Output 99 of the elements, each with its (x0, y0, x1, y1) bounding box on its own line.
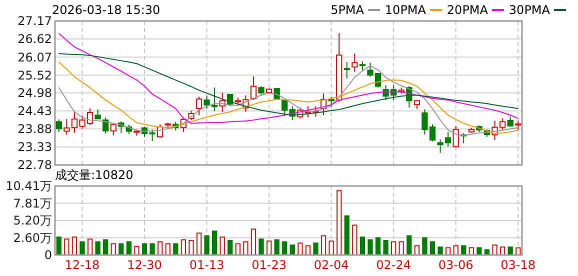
bar (430, 241, 436, 256)
bar (188, 240, 194, 256)
bar (103, 239, 108, 256)
bar (165, 243, 170, 256)
x-tick-label: 03-18 (500, 258, 536, 272)
bar (95, 241, 100, 256)
bar (422, 237, 428, 256)
chart-title: 成交量:10820 (55, 168, 134, 182)
x-tick-label: 02-24 (376, 258, 412, 272)
bar (56, 236, 62, 256)
bar (158, 241, 163, 256)
bar (80, 241, 85, 256)
x-tick-label: 02-04 (314, 258, 349, 272)
legend-label: 10PMA (384, 3, 427, 17)
bar (445, 247, 451, 256)
bar (453, 245, 458, 256)
candlestick (196, 96, 202, 116)
candlestick (452, 125, 459, 148)
candlestick (328, 96, 334, 108)
bar (118, 243, 124, 256)
y-tick-label: 24.98 (18, 86, 52, 100)
bar (368, 239, 373, 256)
bar (282, 241, 288, 256)
bar (180, 239, 186, 256)
y-tick-label: 26.07 (18, 50, 52, 64)
bar (150, 243, 155, 256)
legend-label: 20PMA (446, 3, 489, 17)
y-tick-label: 27.17 (18, 14, 52, 28)
bar (375, 237, 381, 256)
legend-label: 30PMA (508, 3, 551, 17)
x-tick-label: 01-13 (189, 258, 224, 272)
bar (328, 240, 334, 256)
bar (476, 247, 482, 256)
bar (320, 235, 326, 256)
bar (235, 243, 240, 256)
y-tick-label: 23.88 (18, 122, 52, 136)
x-tick-label: 12-30 (127, 258, 162, 272)
bar (110, 243, 116, 256)
bar (220, 236, 225, 256)
line-series (58, 52, 519, 116)
bar (461, 245, 466, 256)
x-tick-label: 12-18 (64, 258, 100, 272)
bar (305, 245, 311, 256)
x-tick-label: 03-06 (438, 258, 474, 272)
y-tick-label: 22.78 (18, 158, 52, 172)
bar (468, 247, 474, 256)
y-tick-label: 2.60万 (13, 230, 52, 245)
candlestick (56, 118, 62, 132)
bar (142, 243, 148, 256)
bar (298, 242, 303, 256)
chart-title: 2026-03-18 15:30 (52, 3, 160, 17)
candlestick (102, 116, 109, 134)
x-tick-label: 01-23 (252, 258, 286, 272)
legend-label: 5PMA (330, 3, 365, 17)
bar (344, 215, 350, 256)
y-tick-label: 7.81万 (13, 196, 52, 210)
bar (313, 242, 318, 256)
bar (274, 239, 280, 256)
candlestick (352, 52, 358, 72)
candlestick (94, 109, 101, 120)
bar (243, 241, 248, 256)
bar (290, 244, 295, 256)
bar (212, 230, 218, 256)
y-tick-label: 0 (44, 248, 52, 262)
bar (173, 243, 178, 256)
bar (383, 240, 388, 256)
candlestick (250, 76, 257, 101)
bar (360, 236, 366, 256)
candlestick (282, 100, 288, 117)
bar (72, 236, 78, 256)
y-tick-label: 26.62 (18, 32, 52, 46)
bar (406, 235, 412, 256)
bar (414, 245, 420, 256)
bar (87, 238, 93, 256)
candlestick (344, 62, 350, 79)
bar (204, 235, 210, 256)
bar (336, 190, 342, 256)
candlestick (64, 118, 70, 136)
y-tick-label: 5.20万 (13, 214, 52, 228)
bar (352, 224, 358, 256)
bar (126, 241, 132, 256)
bar (391, 241, 396, 256)
candlestick (515, 120, 522, 131)
bar (258, 238, 264, 256)
bar (228, 240, 233, 256)
bar (492, 244, 498, 256)
y-tick-label: 23.33 (18, 140, 52, 154)
bar (196, 232, 202, 256)
bar (250, 228, 256, 256)
y-tick-label: 24.43 (18, 104, 52, 118)
candlestick (211, 87, 218, 112)
bar (398, 241, 404, 256)
y-tick-label: 10.41万 (6, 179, 52, 194)
candlestick (204, 94, 210, 110)
bar (64, 238, 70, 256)
bar (438, 246, 443, 256)
bar (266, 240, 272, 256)
bar (134, 246, 140, 256)
y-tick-label: 25.52 (18, 68, 52, 82)
